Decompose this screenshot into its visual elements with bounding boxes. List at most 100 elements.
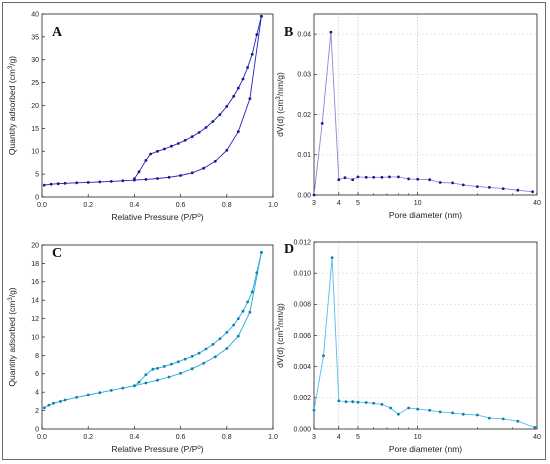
data-point-d-0-3 — [337, 399, 341, 403]
ytick-label-c-1: 2 — [35, 408, 39, 415]
ytick-label-b-3: 0.03 — [297, 72, 311, 79]
xtick-label-c-1: 0.2 — [83, 434, 93, 441]
data-point-c-0-1 — [47, 403, 51, 407]
data-point-a-0-6 — [98, 180, 102, 184]
data-point-a-1-12 — [190, 135, 194, 139]
data-point-a-0-10 — [144, 178, 148, 181]
y-axis-title-a: Quantity adsorbed (cm3/g) — [7, 56, 17, 155]
data-point-c-1-13 — [183, 357, 187, 361]
x-axis-title-c: Relative Pressure (P/Po) — [111, 444, 203, 454]
data-point-b-0-12 — [407, 177, 410, 181]
y-axis-title-b: dV(d) (cm3/nm/g) — [275, 72, 285, 137]
data-point-c-0-4 — [63, 398, 67, 402]
xtick-label-c-4: 0.8 — [222, 434, 232, 441]
ytick-label-b-1: 0.01 — [297, 152, 311, 159]
ytick-label-a-7: 35 — [31, 34, 39, 41]
data-point-c-1-3 — [246, 300, 250, 304]
series-line-a-0 — [44, 16, 262, 186]
ytick-label-a-8: 40 — [31, 11, 39, 18]
ytick-label-d-5: 0.010 — [293, 271, 311, 278]
xtick-label-c-5: 1.0 — [268, 434, 278, 441]
data-point-b-0-2 — [329, 30, 333, 34]
ytick-label-a-0: 0 — [35, 194, 39, 201]
ytick-label-a-5: 25 — [31, 80, 39, 87]
data-point-c-1-19 — [144, 373, 148, 377]
data-point-c-1-17 — [156, 366, 159, 370]
figure-frame — [2, 2, 546, 460]
data-point-a-0-8 — [121, 179, 125, 183]
data-point-c-0-18 — [225, 347, 229, 350]
data-point-c-1-6 — [232, 323, 236, 327]
data-point-a-1-7 — [225, 105, 229, 108]
ytick-label-c-0: 0 — [35, 426, 39, 433]
data-point-c-0-11 — [144, 381, 148, 385]
xtick-label-a-2: 0.4 — [130, 202, 140, 209]
data-point-c-0-7 — [98, 391, 102, 395]
xtick-label-c-3: 0.6 — [176, 434, 186, 441]
data-point-a-0-12 — [167, 175, 171, 179]
data-point-b-0-14 — [428, 178, 432, 182]
ytick-label-c-3: 6 — [35, 371, 39, 378]
xtick-label-a-3: 0.6 — [176, 202, 186, 209]
data-point-c-1-9 — [211, 343, 215, 346]
data-point-b-0-21 — [516, 188, 520, 192]
data-point-c-0-2 — [52, 401, 55, 405]
x-axis-title-a: Relative Pressure (P/Po) — [111, 212, 203, 222]
ytick-label-d-3: 0.006 — [293, 333, 311, 340]
data-point-a-0-17 — [225, 148, 229, 152]
data-point-c-1-15 — [170, 362, 173, 366]
data-point-c-0-8 — [109, 389, 113, 392]
data-point-d-0-1 — [322, 354, 325, 358]
data-point-d-0-11 — [397, 412, 400, 416]
data-point-b-0-19 — [488, 186, 491, 189]
xtick-label-d-2: 5 — [356, 434, 360, 441]
ytick-label-b-0: 0.00 — [297, 192, 311, 199]
ytick-label-d-0: 0.000 — [293, 426, 311, 433]
data-point-a-0-14 — [190, 171, 194, 175]
ytick-label-c-10: 20 — [31, 242, 39, 249]
ytick-label-b-4: 0.04 — [297, 32, 311, 39]
ytick-label-c-7: 14 — [31, 298, 39, 305]
data-point-a-1-11 — [197, 131, 201, 134]
ytick-label-d-1: 0.002 — [293, 395, 311, 402]
data-point-d-0-4 — [344, 400, 348, 404]
data-point-b-0-16 — [451, 181, 454, 185]
data-point-d-0-10 — [389, 406, 392, 410]
plot-frame-b — [313, 13, 538, 196]
data-point-a-1-5 — [236, 86, 240, 90]
data-point-c-1-4 — [241, 309, 245, 313]
data-point-d-0-21 — [516, 419, 520, 423]
data-point-a-1-10 — [204, 126, 208, 129]
data-point-b-0-20 — [501, 187, 505, 191]
data-point-c-1-10 — [204, 347, 208, 351]
ytick-label-c-5: 10 — [31, 334, 39, 341]
data-point-c-1-1 — [255, 271, 259, 274]
x-axis-title-d: Pore diameter (nm) — [389, 444, 462, 454]
x-axis-title-b: Pore diameter (nm) — [389, 210, 462, 220]
xtick-label-a-1: 0.2 — [83, 202, 93, 209]
data-point-d-0-14 — [428, 408, 432, 412]
data-point-d-0-20 — [501, 417, 505, 421]
data-point-a-1-15 — [170, 144, 173, 148]
ytick-label-c-2: 4 — [35, 390, 39, 397]
data-point-a-1-21 — [133, 177, 136, 181]
xtick-label-d-4: 40 — [533, 434, 541, 441]
data-point-a-1-2 — [250, 52, 254, 56]
data-point-a-0-13 — [179, 174, 183, 177]
data-point-a-1-0 — [260, 14, 263, 18]
data-point-c-0-14 — [179, 371, 183, 375]
data-point-c-0-16 — [202, 361, 206, 365]
data-point-c-1-0 — [260, 251, 263, 254]
data-point-c-0-20 — [248, 310, 252, 314]
xtick-label-c-0: 0.0 — [37, 434, 47, 441]
data-point-a-1-17 — [156, 149, 159, 153]
panel-letter-c: C — [52, 246, 62, 261]
xtick-label-b-0: 3 — [312, 200, 316, 207]
data-point-a-0-5 — [86, 181, 90, 184]
xtick-label-b-4: 40 — [533, 200, 541, 207]
data-point-c-1-18 — [151, 367, 155, 371]
series-line-c-1 — [134, 252, 262, 387]
data-point-a-1-16 — [163, 147, 166, 151]
ytick-label-a-3: 15 — [31, 126, 39, 133]
